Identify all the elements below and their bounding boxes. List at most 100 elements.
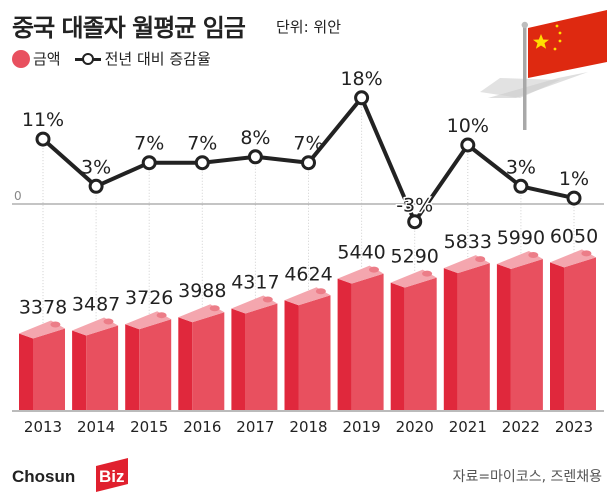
zero-axis-label: 0	[14, 189, 22, 203]
legend-bar-swatch	[12, 49, 30, 68]
bar-2020	[390, 269, 437, 410]
growth-point	[513, 178, 529, 194]
logo-text-accent: Biz	[99, 467, 125, 486]
bar-2021	[443, 255, 490, 410]
bar-top-coin	[262, 296, 273, 303]
x-tick-label: 2015	[130, 418, 168, 436]
growth-label: 10%	[447, 115, 489, 137]
growth-label: 3%	[506, 156, 536, 178]
x-tick-label: 2022	[502, 418, 540, 436]
growth-point	[88, 178, 104, 194]
growth-point	[460, 137, 476, 153]
bar-front	[564, 257, 596, 410]
bar-value-label: 4624	[284, 263, 332, 285]
bar-side	[178, 317, 193, 410]
bar-side	[390, 282, 405, 410]
bar-front	[351, 273, 384, 410]
bar-front	[404, 277, 437, 410]
bar-2022	[496, 250, 543, 410]
unit-label: 단위: 위안	[276, 18, 342, 36]
bar-front	[298, 295, 331, 410]
growth-label: 7%	[134, 133, 164, 155]
bar-2018	[284, 287, 331, 410]
bar-2019	[337, 265, 384, 410]
bar-value-label: 5833	[444, 231, 492, 253]
growth-point	[247, 149, 263, 165]
x-tick-label: 2013	[24, 418, 62, 436]
legend: 금액 전년 대비 증감율	[12, 48, 211, 69]
bar-top-coin	[528, 251, 539, 258]
x-tick-label: 2020	[396, 418, 434, 436]
bar-front	[510, 258, 543, 410]
bar-top-coin	[103, 318, 114, 325]
bar-side	[231, 308, 246, 410]
bar-front	[192, 312, 225, 410]
bar-2017	[231, 295, 278, 410]
bar-value-label: 5990	[497, 227, 545, 249]
bar-front	[86, 325, 119, 410]
legend-bar-label: 금액	[33, 50, 61, 68]
chosunbiz-logo: Chosun Biz	[12, 458, 128, 492]
bar-value-label: 4317	[231, 271, 279, 293]
bar-side	[337, 278, 352, 410]
growth-label: 11%	[22, 109, 64, 131]
bar-side	[19, 333, 33, 410]
growth-label: -3%	[396, 195, 433, 217]
bar-value-label: 3988	[178, 280, 226, 302]
bar-2023	[550, 249, 596, 410]
chart-title: 중국 대졸자 월평균 임금	[12, 14, 246, 42]
growth-point	[354, 90, 370, 106]
bar-side	[550, 262, 564, 410]
x-tick-label: 2023	[555, 418, 593, 436]
x-tick-label: 2019	[343, 418, 381, 436]
growth-point	[35, 131, 51, 147]
growth-label: 7%	[293, 133, 323, 155]
bar-top-coin	[50, 321, 61, 328]
x-tick-label: 2021	[449, 418, 487, 436]
bar-top-coin	[315, 288, 326, 295]
bar-top-coin	[156, 312, 167, 319]
x-tick-label: 2017	[236, 418, 274, 436]
bar-value-label: 5290	[391, 246, 439, 268]
x-tick-label: 2018	[289, 418, 327, 436]
bar-top-coin	[581, 250, 592, 257]
growth-point	[566, 190, 582, 206]
growth-point	[141, 155, 157, 171]
growth-label: 8%	[240, 127, 270, 149]
bar-value-label: 3726	[125, 287, 173, 309]
bar-value-label: 5440	[337, 242, 385, 264]
growth-label: 7%	[187, 133, 217, 155]
bar-top-coin	[422, 270, 433, 277]
bar-2013	[19, 320, 65, 410]
bar-side	[496, 263, 511, 410]
bar-side	[125, 324, 140, 410]
bar-front	[139, 319, 172, 410]
legend-line-swatch	[74, 52, 101, 66]
bar-front	[457, 263, 490, 410]
growth-label: 18%	[340, 68, 382, 90]
x-tick-label: 2016	[183, 418, 221, 436]
bar-top-coin	[475, 256, 486, 263]
bar-2014	[72, 317, 119, 410]
growth-point	[407, 214, 423, 230]
bar-top-coin	[369, 266, 379, 273]
bar-2015	[125, 311, 172, 410]
x-tick-label: 2014	[77, 418, 115, 436]
legend-line-label: 전년 대비 증감율	[104, 50, 211, 68]
bar-side	[72, 330, 87, 410]
growth-point	[194, 155, 210, 171]
logo-text-main: Chosun	[12, 467, 75, 486]
source-credit: 자료=마이코스, 즈렌채용	[452, 469, 602, 485]
bar-side	[284, 300, 299, 410]
growth-label: 1%	[559, 168, 589, 190]
bar-top-coin	[209, 305, 220, 312]
bar-side	[443, 268, 458, 410]
bar-value-label: 3378	[19, 296, 67, 318]
china-flag-icon	[480, 10, 607, 130]
bar-2016	[178, 304, 225, 410]
bar-front	[245, 303, 278, 410]
bar-front	[33, 328, 65, 410]
bar-value-label: 6050	[550, 225, 598, 247]
growth-point	[301, 155, 316, 171]
